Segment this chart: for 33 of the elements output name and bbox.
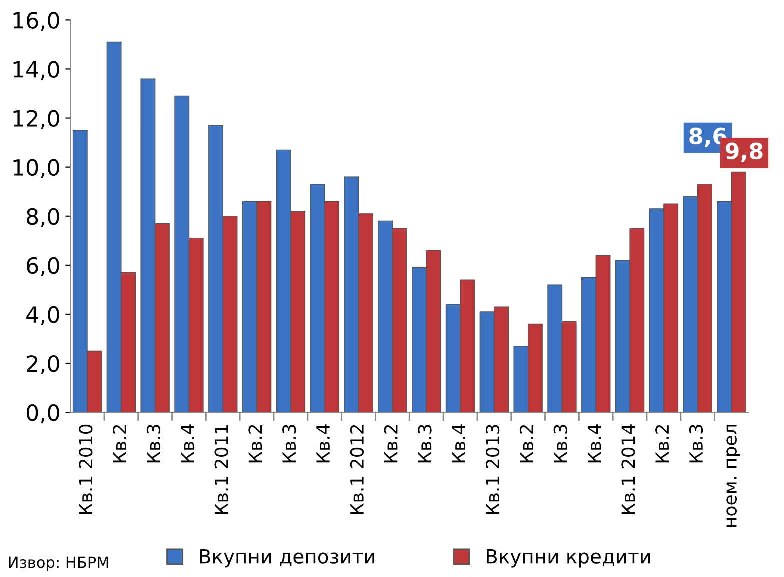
x-tick-label: Кв.3 <box>282 425 296 463</box>
x-tick-label: Кв.1 2014 <box>622 424 636 514</box>
y-tick-label: 16,0 <box>14 12 60 32</box>
x-tick-label: Кв.4 <box>452 424 466 463</box>
x-tick-label: Кв.1 2012 <box>350 425 364 514</box>
x-tick-label: Кв.2 <box>656 425 669 463</box>
y-tick-label: 12,0 <box>14 110 60 130</box>
x-tick-label: Кв.2 <box>384 425 398 463</box>
y-tick-label: 2,0 <box>27 355 60 375</box>
text: Извор: НБРМ <box>9 556 108 572</box>
y-tick-label: 10,0 <box>14 159 60 178</box>
x-tick-label: Кв.3 <box>689 425 704 463</box>
y-tick-label: 0,0 <box>26 404 60 424</box>
x-tick-label: Кв.3 <box>554 425 568 463</box>
x-tick-label: Кв.2 <box>520 425 534 463</box>
x-tick-label: Кв.3 <box>418 425 432 463</box>
x-tick-label: Кв.2 <box>248 425 262 463</box>
x-tick-label: Кв.1 2010 <box>79 424 93 514</box>
legend-label: Вкупни депозити <box>200 549 374 568</box>
legend-label: Вкупни кредити <box>486 549 650 568</box>
y-tick-label: 14,0 <box>14 61 60 80</box>
y-tick-label: 8,0 <box>27 208 60 228</box>
x-tick-label: Кв.4 <box>588 424 602 463</box>
x-tick-label: Кв.1 2013 <box>486 425 500 514</box>
data-label: 9,8 <box>726 142 763 162</box>
x-tick-label: Кв.1 2011 <box>214 425 228 514</box>
x-tick-label: Кв.4 <box>181 424 194 463</box>
x-tick-label: ноем. прел <box>726 425 741 528</box>
x-tick-label: Кв.4 <box>316 424 330 463</box>
x-tick-label: Кв.3 <box>146 425 161 463</box>
y-tick-label: 4,0 <box>26 306 60 326</box>
x-tick-label: Кв.2 <box>113 425 126 463</box>
y-tick-label: 6,0 <box>27 257 60 276</box>
